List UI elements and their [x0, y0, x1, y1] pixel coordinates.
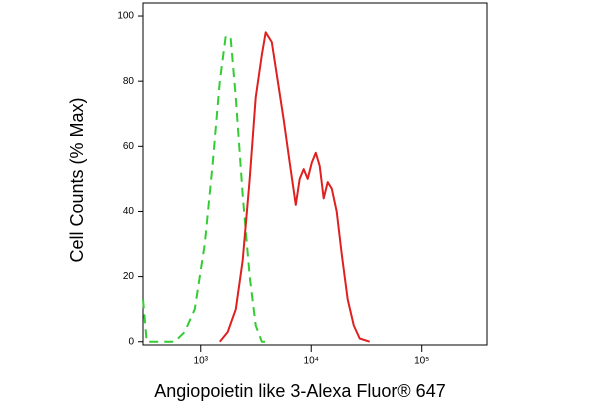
- y-tick-label: 60: [123, 141, 135, 152]
- series-line: [142, 34, 270, 343]
- y-axis-title: Cell Counts (% Max): [67, 97, 87, 262]
- y-tick-label: 0: [128, 336, 134, 347]
- x-axis-title: Angiopoietin like 3-Alexa Fluor® 647: [154, 381, 445, 401]
- plot-frame: [142, 2, 488, 346]
- y-tick-label: 40: [123, 206, 135, 217]
- series-line: [219, 31, 371, 343]
- x-tick-label: 10³: [194, 356, 209, 367]
- x-tick-label: 10⁴: [304, 356, 319, 367]
- y-tick-label: 80: [123, 76, 135, 87]
- x-tick-label: 10⁵: [414, 356, 429, 367]
- y-tick-label: 20: [123, 271, 135, 282]
- y-tick-label: 100: [117, 11, 134, 22]
